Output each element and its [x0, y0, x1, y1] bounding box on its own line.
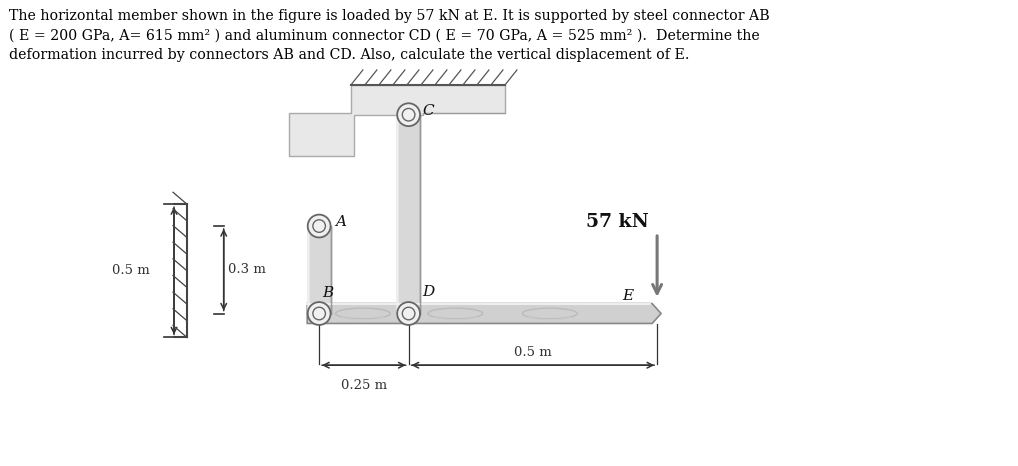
- Circle shape: [307, 302, 331, 325]
- Text: A: A: [335, 215, 346, 229]
- Text: 57 kN: 57 kN: [585, 213, 648, 231]
- Text: 0.25 m: 0.25 m: [341, 379, 387, 392]
- Text: D: D: [422, 285, 435, 299]
- Polygon shape: [397, 115, 420, 314]
- Text: E: E: [622, 288, 633, 302]
- Text: B: B: [322, 286, 333, 300]
- Text: 0.3 m: 0.3 m: [228, 263, 266, 276]
- Polygon shape: [307, 303, 661, 323]
- Text: The horizontal member shown in the figure is loaded by 57 kN at E. It is support: The horizontal member shown in the figur…: [9, 9, 770, 62]
- Text: 0.5 m: 0.5 m: [112, 264, 150, 277]
- Text: 0.5 m: 0.5 m: [514, 346, 552, 359]
- Circle shape: [397, 103, 420, 126]
- Polygon shape: [289, 85, 505, 157]
- Circle shape: [307, 215, 331, 238]
- Circle shape: [397, 302, 420, 325]
- Text: C: C: [422, 104, 434, 118]
- Polygon shape: [307, 226, 331, 314]
